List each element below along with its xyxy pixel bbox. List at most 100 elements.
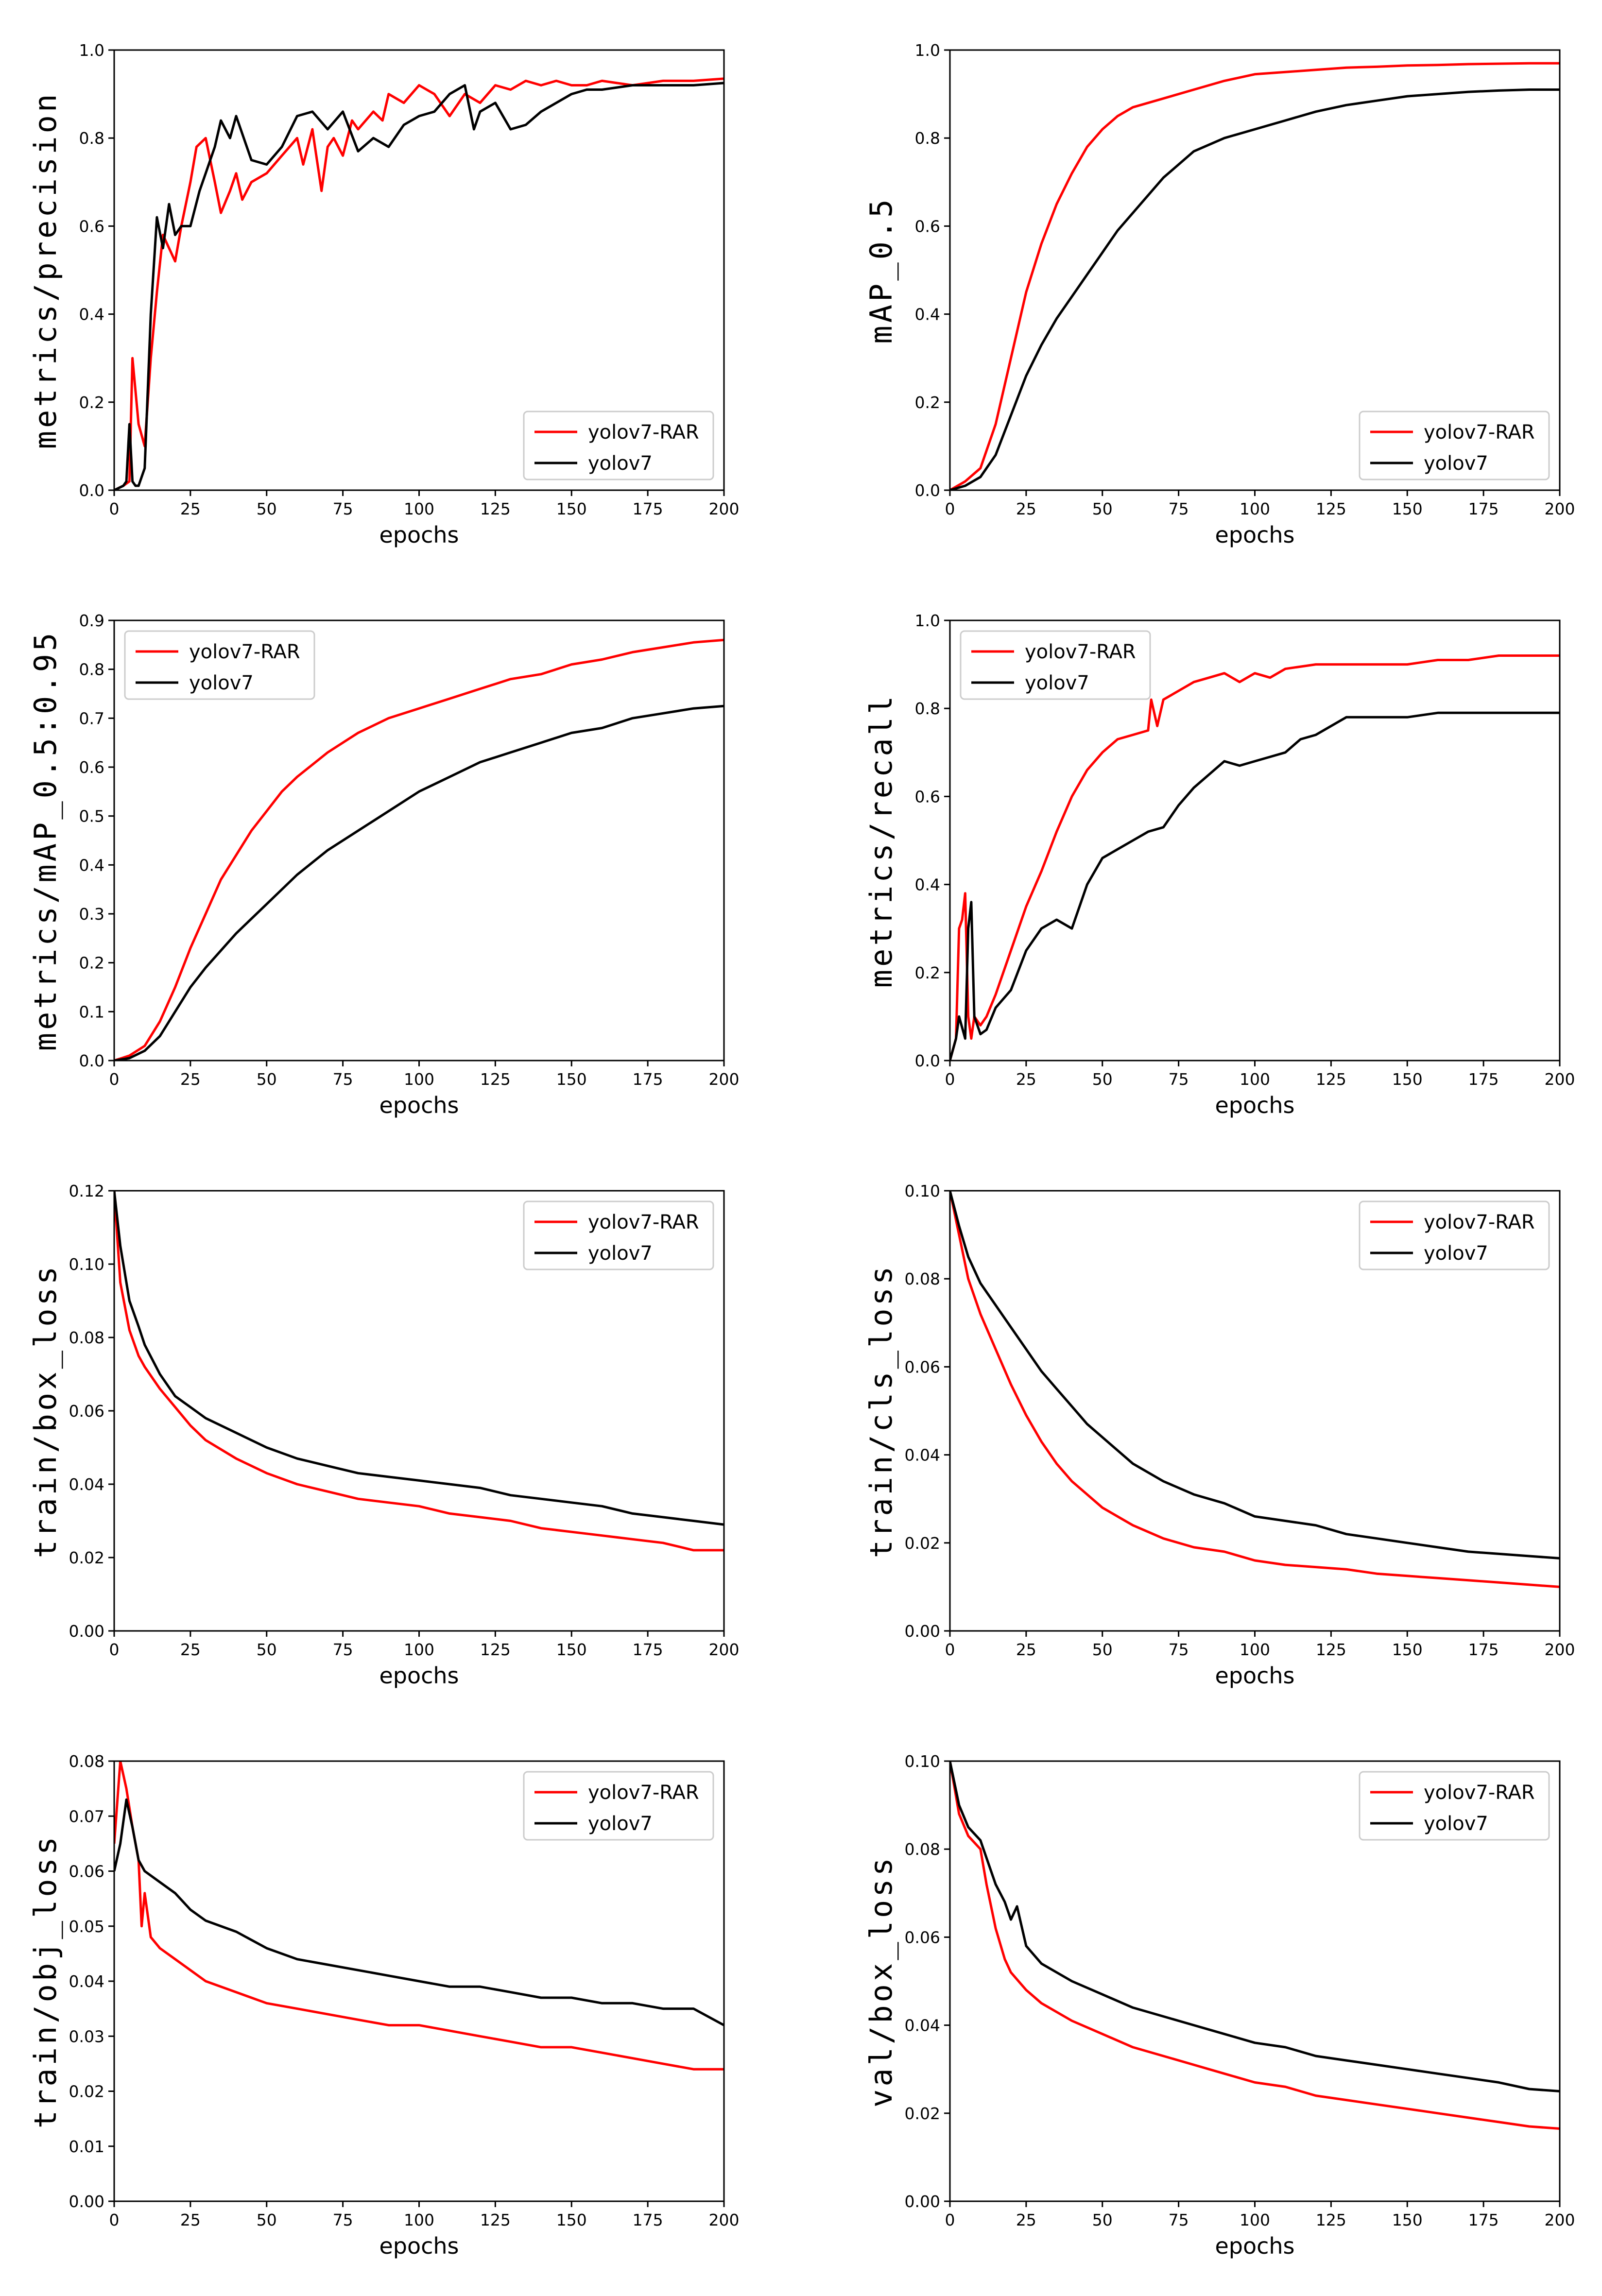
y-tick-label: 0.10 [905, 1752, 940, 1771]
x-tick-label: 0 [109, 1640, 120, 1659]
legend-label: yolov7 [1025, 672, 1089, 694]
x-tick-label: 150 [1392, 1070, 1423, 1089]
x-tick-label: 125 [480, 1640, 511, 1659]
y-tick-label: 0.8 [915, 699, 940, 718]
x-tick-label: 75 [333, 2210, 353, 2229]
x-tick-label: 25 [180, 499, 201, 518]
x-tick-label: 175 [633, 1070, 663, 1089]
y-tick-label: 0.08 [905, 1840, 940, 1859]
x-tick-label: 125 [1316, 1640, 1346, 1659]
y-axis-label: train/obj_loss [28, 1834, 63, 2129]
x-tick-label: 175 [1468, 2210, 1499, 2229]
legend: yolov7-RAR yolov7 [1359, 1200, 1550, 1270]
x-tick-label: 100 [1240, 2210, 1270, 2229]
y-tick-label: 0.0 [915, 1051, 940, 1070]
x-tick-label: 150 [1392, 499, 1423, 518]
legend-label: yolov7 [588, 1242, 653, 1265]
y-tick-label: 0.3 [79, 905, 104, 924]
x-tick-label: 50 [257, 1070, 277, 1089]
x-axis-label: epochs [379, 2233, 459, 2259]
legend: yolov7-RAR yolov7 [1359, 1771, 1550, 1841]
legend-label: yolov7-RAR [588, 1782, 699, 1804]
x-tick-label: 50 [1092, 1070, 1113, 1089]
y-tick-label: 0.06 [69, 1402, 104, 1421]
y-tick-label: 0.06 [905, 1928, 940, 1947]
x-tick-label: 175 [1468, 1640, 1499, 1659]
y-tick-label: 0.4 [79, 305, 104, 324]
y-tick-label: 0.06 [905, 1357, 940, 1376]
x-tick-label: 200 [709, 1070, 740, 1089]
legend: yolov7-RAR yolov7 [124, 630, 315, 700]
series-line-yolov7-RAR [950, 62, 1560, 490]
x-tick-label: 0 [945, 1070, 955, 1089]
y-tick-label: 1.0 [79, 41, 104, 60]
x-tick-label: 25 [180, 2210, 201, 2229]
series-line-yolov7-RAR [114, 638, 724, 1061]
x-tick-label: 25 [1016, 1640, 1036, 1659]
x-tick-label: 100 [404, 1070, 434, 1089]
x-axis-label: epochs [379, 522, 459, 548]
y-tick-label: 0.6 [915, 217, 940, 236]
series-line-yolov7 [950, 711, 1560, 1061]
x-tick-label: 0 [109, 2210, 120, 2229]
x-tick-label: 125 [1316, 1070, 1346, 1089]
x-axis-label: epochs [1215, 2233, 1294, 2259]
x-tick-label: 0 [945, 1640, 955, 1659]
x-tick-label: 25 [180, 1640, 201, 1659]
x-tick-label: 200 [1545, 499, 1575, 518]
y-tick-label: 0.07 [69, 1807, 104, 1826]
y-tick-label: 0.02 [905, 1534, 940, 1553]
y-tick-label: 0.05 [69, 1917, 104, 1936]
y-tick-label: 0.04 [69, 1475, 104, 1494]
x-tick-label: 75 [1169, 1070, 1189, 1089]
x-tick-label: 175 [1468, 1070, 1499, 1089]
y-tick-label: 0.06 [69, 1862, 104, 1881]
y-tick-label: 0.0 [79, 481, 104, 500]
x-tick-label: 50 [1092, 1640, 1113, 1659]
series-line-yolov7-RAR [950, 1761, 1560, 2130]
y-tick-label: 0.4 [915, 305, 940, 324]
legend-label: yolov7 [1424, 1813, 1488, 1835]
y-tick-label: 0.00 [905, 2192, 940, 2211]
legend-label: yolov7-RAR [1424, 1782, 1535, 1804]
legend-label: yolov7-RAR [588, 421, 699, 444]
x-tick-label: 75 [1169, 499, 1189, 518]
x-tick-label: 100 [404, 1640, 434, 1659]
chart-panel-3: 0 25 50 75 100 125 150 175 200 0.0 0.1 0.2 0.3 0.4 0.5… [28, 611, 740, 1118]
x-tick-label: 200 [1545, 1070, 1575, 1089]
y-tick-label: 0.00 [69, 2192, 104, 2211]
y-tick-label: 0.5 [79, 807, 104, 826]
x-axis-label: epochs [1215, 522, 1294, 548]
y-tick-label: 0.2 [915, 393, 940, 412]
x-tick-label: 175 [633, 499, 663, 518]
y-tick-label: 0.8 [79, 660, 104, 679]
x-tick-label: 0 [109, 1070, 120, 1089]
x-tick-label: 200 [1545, 2210, 1575, 2229]
x-tick-label: 175 [633, 1640, 663, 1659]
legend: yolov7-RAR yolov7 [960, 630, 1151, 700]
legend-label: yolov7-RAR [1424, 421, 1535, 444]
y-axis-label: metrics/recall [863, 693, 899, 988]
y-tick-label: 0.1 [79, 1002, 104, 1021]
y-tick-label: 0.02 [69, 1548, 104, 1567]
series-line-yolov7 [950, 88, 1560, 490]
legend-label: yolov7-RAR [189, 641, 300, 663]
y-tick-label: 0.02 [905, 2104, 940, 2123]
y-axis-label: metrics/mAP_0.5:0.95 [28, 630, 63, 1051]
y-tick-label: 0.4 [79, 856, 104, 874]
legend-label: yolov7-RAR [1025, 641, 1136, 663]
y-tick-label: 0.0 [79, 1051, 104, 1070]
y-axis-label: train/cls_loss [863, 1264, 899, 1559]
x-tick-label: 100 [1240, 1640, 1270, 1659]
series-line-yolov7 [114, 704, 724, 1061]
x-tick-label: 100 [1240, 1070, 1270, 1089]
series-line-yolov7 [950, 1761, 1560, 2092]
x-tick-label: 125 [480, 499, 511, 518]
y-tick-label: 0.6 [79, 758, 104, 777]
chart-panel-4: 0 25 50 75 100 125 150 175 200 0.0 0.2 0.4 0.6 0.8 1.0… [863, 611, 1575, 1118]
y-tick-label: 0.04 [905, 2016, 940, 2035]
x-tick-label: 150 [556, 499, 587, 518]
y-tick-label: 0.4 [915, 875, 940, 894]
series-line-yolov7 [114, 82, 724, 490]
y-tick-label: 0.2 [915, 963, 940, 982]
